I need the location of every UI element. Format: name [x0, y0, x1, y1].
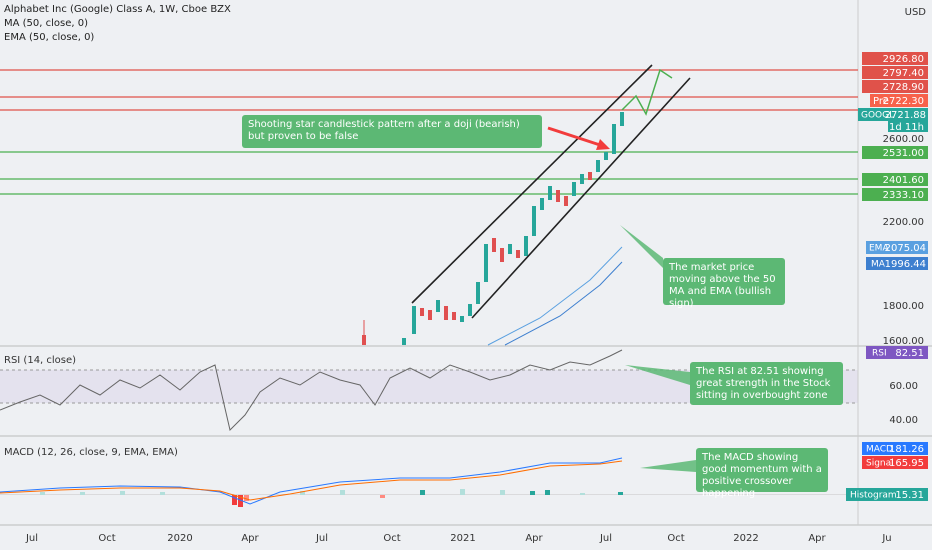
- ma-line: [504, 261, 623, 346]
- price-label: 2728.90: [883, 82, 924, 93]
- hist-tag: Histogram: [850, 491, 897, 501]
- price-tag: Pre: [873, 96, 889, 107]
- arrow-head: [596, 139, 610, 150]
- price-label: 2333.10: [883, 190, 924, 201]
- time-axis: Jul Oct 2020 Apr Jul Oct 2021 Apr Jul Oct 2022 Apr J…: [25, 533, 892, 544]
- label-bg: [862, 52, 928, 65]
- macd-hist: [0, 489, 858, 507]
- time-label: Jul: [599, 533, 612, 544]
- price-label: 2200.00: [883, 217, 924, 228]
- rsi-value: 82.51: [895, 348, 924, 359]
- time-label: 2020: [167, 533, 192, 544]
- label-bg: [870, 94, 928, 107]
- time-label: Oct: [98, 533, 115, 544]
- price-label: 2797.40: [883, 68, 924, 79]
- price-label: 2075.04: [885, 243, 926, 254]
- ema-line: [487, 246, 623, 346]
- label-bg: [862, 173, 928, 186]
- indicator: EMA (50, close, 0): [4, 32, 95, 43]
- signal-tag: Signal: [866, 459, 894, 469]
- price-label: 2401.60: [883, 175, 924, 186]
- price-label: 2600.00: [883, 134, 924, 145]
- time-label: Apr: [241, 533, 259, 544]
- price-label: 2531.00: [883, 148, 924, 159]
- macd-line: [0, 457, 623, 505]
- price-label: 1600.00: [883, 336, 924, 347]
- projection: [621, 68, 673, 116]
- price-tag: EMA: [869, 244, 889, 254]
- currency: USD: [905, 7, 927, 18]
- price-label: 2722.30: [883, 96, 924, 107]
- label-bg: [866, 346, 928, 359]
- price-label: 1800.00: [883, 301, 924, 312]
- label-bg: [858, 108, 928, 121]
- annotation: The MACD showing good momentum with a po…: [696, 448, 828, 499]
- time-label: Apr: [525, 533, 543, 544]
- chart-title: Alphabet Inc (Google) Class A, 1W, Cboe …: [4, 4, 231, 15]
- price-label: 2721.88: [885, 110, 926, 121]
- label-bg: [862, 66, 928, 79]
- price-tag: GOOGL: [861, 111, 894, 121]
- signal-line: [0, 460, 623, 501]
- countdown: 1d 11h: [889, 122, 924, 133]
- levels: [0, 69, 858, 195]
- rsi-tag: RSI: [872, 349, 887, 359]
- label-bg: [846, 488, 928, 501]
- rsi-level: 60.00: [889, 381, 918, 392]
- label-bg: [888, 121, 928, 132]
- time-label: Ju: [881, 533, 891, 544]
- time-label: Oct: [383, 533, 400, 544]
- label-bg: [866, 257, 928, 270]
- macd-tag: MACD: [866, 445, 893, 455]
- label-bg: [862, 188, 928, 201]
- label-bg: [866, 241, 928, 254]
- candles: [362, 112, 624, 345]
- signal-value: 165.95: [889, 458, 924, 469]
- channel-lower: [471, 77, 691, 319]
- macd-title: MACD (12, 26, close, 9, EMA, EMA): [4, 447, 178, 458]
- channel-upper: [411, 64, 653, 304]
- price-label: 1996.44: [885, 259, 926, 270]
- indicator: MA (50, close, 0): [4, 18, 89, 29]
- callout-tail: [620, 225, 663, 268]
- callout-tail: [625, 365, 690, 385]
- time-label: Apr: [808, 533, 826, 544]
- label-bg: [862, 146, 928, 159]
- hist-value: 15.31: [895, 490, 924, 501]
- label-bg: [862, 456, 928, 469]
- annotation: Shooting star candlestick pattern after …: [242, 115, 542, 148]
- rsi-title: RSI (14, close): [4, 355, 76, 366]
- arrow: [547, 126, 601, 147]
- time-label: Jul: [25, 533, 38, 544]
- price-tag: MA: [871, 260, 886, 270]
- time-label: 2022: [733, 533, 758, 544]
- label-bg: [862, 80, 928, 93]
- label-bg: [862, 442, 928, 455]
- rsi-line: [0, 349, 623, 431]
- rsi-level: 40.00: [889, 415, 918, 426]
- time-label: 2021: [450, 533, 475, 544]
- callout-tail: [640, 460, 696, 472]
- price-label: 2926.80: [883, 54, 924, 65]
- annotation: The RSI at 82.51 showing great strength …: [690, 362, 843, 405]
- time-label: Jul: [315, 533, 328, 544]
- annotation: The market price moving above the 50 MA …: [663, 258, 785, 309]
- time-label: Oct: [667, 533, 684, 544]
- macd-value: 181.26: [889, 444, 924, 455]
